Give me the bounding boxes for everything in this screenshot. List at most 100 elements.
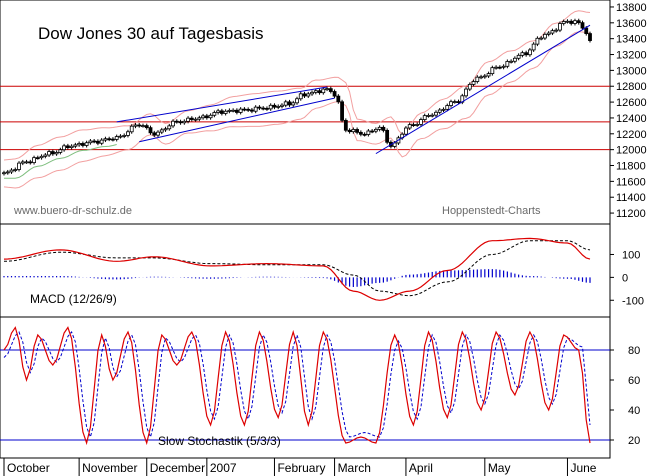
- stochastic-tick-label: 60: [628, 375, 640, 387]
- candle-body: [35, 157, 40, 160]
- candle-body: [13, 169, 18, 171]
- month-label: February: [277, 461, 325, 475]
- candle-body: [227, 109, 232, 112]
- candle-body: [479, 76, 483, 79]
- candle-body: [520, 52, 525, 56]
- candle-body: [494, 66, 498, 69]
- candle-body: [343, 119, 348, 131]
- candle-body: [411, 124, 416, 127]
- trend-line: [139, 97, 335, 143]
- bollinger-upper: [3, 10, 591, 161]
- candle-body: [186, 117, 190, 122]
- candle-body: [47, 151, 51, 156]
- month-label: November: [82, 461, 137, 475]
- candle-body: [490, 67, 495, 75]
- price-tick-label: 11200: [616, 208, 646, 220]
- candle-body: [298, 93, 303, 100]
- candle-body: [370, 130, 375, 133]
- candle-body: [204, 115, 209, 119]
- month-label: March: [338, 461, 371, 475]
- candle-body: [313, 90, 318, 93]
- macd-tick-label: 100: [622, 249, 640, 261]
- candle-body: [73, 144, 78, 147]
- candle-body: [189, 117, 194, 120]
- candle-body: [163, 128, 168, 131]
- candle-body: [32, 157, 36, 163]
- candle-body: [373, 128, 378, 132]
- candle-body: [449, 101, 453, 106]
- candle-body: [524, 52, 529, 56]
- candle-body: [148, 127, 153, 134]
- stochastic-panel-frame: [0, 316, 611, 459]
- trend-line: [375, 24, 591, 155]
- candle-body: [268, 104, 273, 110]
- candle-body: [103, 138, 108, 141]
- price-layer: [0, 10, 610, 189]
- axis-layer: 11200 11400 11600 11800 12000 12200 12400 12600…: [0, 2, 647, 476]
- candle-body: [385, 130, 390, 143]
- candle-body: [561, 21, 566, 24]
- candle-body: [171, 120, 175, 127]
- candle-body: [543, 33, 547, 39]
- candle-body: [501, 65, 506, 68]
- stochastic-tick-label: 80: [628, 345, 640, 357]
- candle-body: [464, 88, 468, 97]
- stochastic-tick-label: 40: [628, 405, 640, 417]
- candle-body: [208, 114, 213, 119]
- candle-body: [366, 130, 371, 135]
- candle-body: [5, 171, 10, 174]
- candle-body: [141, 125, 145, 128]
- candle-body: [272, 104, 277, 108]
- candle-body: [84, 142, 89, 146]
- price-tick-label: 12800: [616, 81, 647, 93]
- candle-body: [80, 143, 85, 146]
- candle-body: [486, 73, 491, 77]
- candle-body: [246, 108, 251, 111]
- price-tick-label: 13800: [616, 2, 647, 14]
- candle-body: [118, 135, 123, 138]
- candle-body: [325, 88, 329, 91]
- candle-body: [69, 145, 74, 148]
- candle-body: [377, 126, 382, 130]
- candle-body: [415, 124, 420, 126]
- candle-body: [193, 118, 198, 121]
- candle-body: [287, 101, 292, 106]
- candle-body: [234, 109, 239, 113]
- macd-line: [3, 237, 591, 301]
- candle-body: [588, 33, 592, 41]
- candle-body: [539, 37, 544, 40]
- price-tick-label: 13600: [616, 18, 647, 30]
- candle-body: [302, 93, 307, 97]
- candle-body: [355, 129, 360, 133]
- candle-body: [546, 32, 551, 35]
- candle-body: [39, 155, 44, 159]
- candle-body: [174, 120, 179, 123]
- candle-body: [295, 98, 299, 104]
- macd-layer: [3, 237, 591, 301]
- candle-body: [516, 54, 521, 59]
- candle-body: [317, 90, 322, 94]
- candle-body: [231, 109, 236, 112]
- candle-body: [20, 161, 25, 164]
- candle-body: [276, 105, 281, 108]
- candle-body: [497, 66, 502, 69]
- candle-body: [133, 124, 138, 127]
- candle-body: [482, 75, 487, 78]
- candle-body: [569, 20, 574, 24]
- candle-body: [250, 109, 254, 112]
- price-tick-label: 13400: [616, 34, 647, 46]
- candle-body: [261, 107, 266, 110]
- candle-body: [527, 49, 532, 56]
- candle-body: [419, 119, 423, 125]
- candle-body: [242, 108, 247, 111]
- candle-body: [107, 138, 112, 141]
- price-tick-label: 12400: [616, 113, 647, 125]
- candle-body: [554, 29, 559, 32]
- price-tick-label: 11800: [616, 161, 646, 173]
- candle-body: [358, 131, 363, 135]
- candle-body: [223, 110, 228, 114]
- candle-body: [283, 101, 288, 106]
- macd-tick-label: -100: [622, 295, 644, 307]
- stochastic-d-line: [3, 331, 591, 439]
- candle-body: [576, 20, 581, 24]
